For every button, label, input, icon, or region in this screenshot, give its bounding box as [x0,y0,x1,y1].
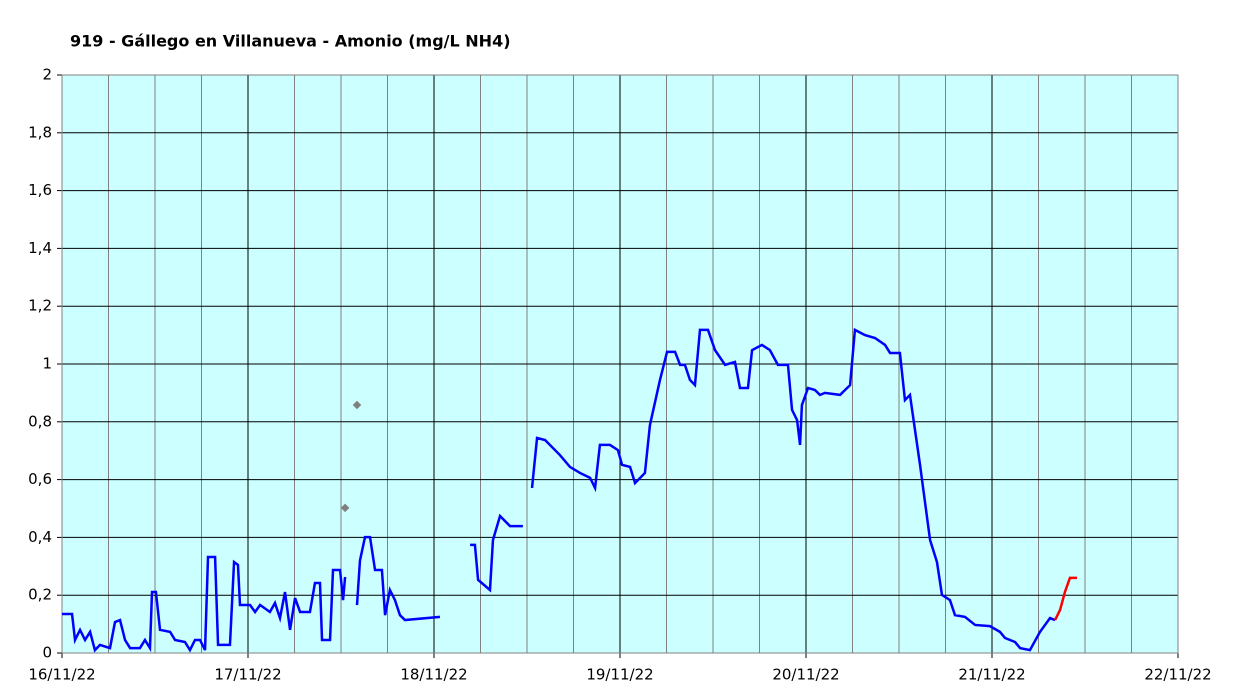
y-tick-label: 0,6 [28,470,52,488]
y-tick-label: 0,2 [28,586,52,604]
y-tick-label: 1 [42,355,52,373]
x-tick-label: 22/11/22 [1144,666,1211,684]
x-tick-label: 16/11/22 [28,666,95,684]
y-tick-label: 0,8 [28,412,52,430]
y-tick-label: 1,4 [28,239,52,257]
data-point [340,503,350,513]
chart-title: 919 - Gállego en Villanueva - Amonio (mg… [70,32,511,51]
data-line [62,327,1056,653]
data-point [352,400,362,410]
x-tick-label: 21/11/22 [958,666,1025,684]
y-tick-label: 1,2 [28,297,52,315]
y-tick-label: 2 [42,66,52,84]
y-tick-label: 0,4 [28,528,52,546]
y-tick-label: 1,6 [28,181,52,199]
data-line [1053,576,1077,621]
y-tick-label: 1,8 [28,123,52,141]
x-tick-label: 19/11/22 [586,666,653,684]
y-tick-label: 0 [42,644,52,662]
plot-border [61,74,1179,654]
x-tick-label: 20/11/22 [772,666,839,684]
x-tick-label: 18/11/22 [400,666,467,684]
x-tick-label: 17/11/22 [214,666,281,684]
